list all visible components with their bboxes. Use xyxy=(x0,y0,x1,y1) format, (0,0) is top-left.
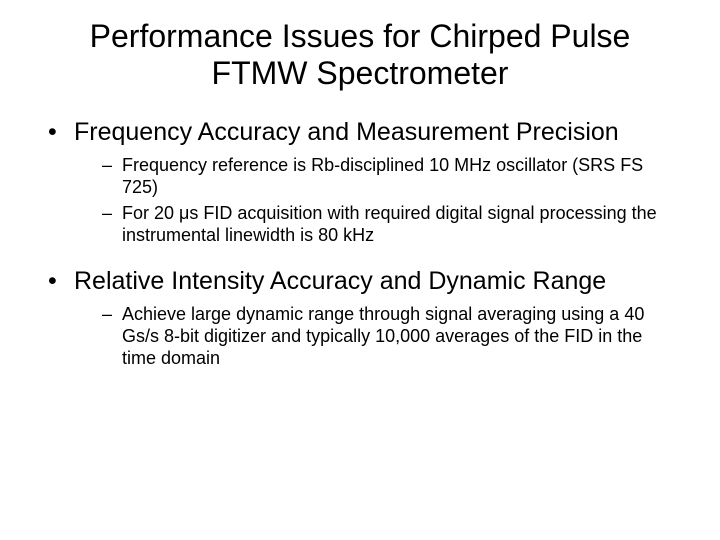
bullet-level1: Frequency Accuracy and Measurement Preci… xyxy=(48,118,680,247)
bullet-list-level2: Achieve large dynamic range through sign… xyxy=(102,304,680,370)
slide: Performance Issues for Chirped Pulse FTM… xyxy=(0,0,720,540)
bullet-list-level1: Frequency Accuracy and Measurement Preci… xyxy=(48,118,680,371)
bullet-level1: Relative Intensity Accuracy and Dynamic … xyxy=(48,267,680,370)
bullet-list-level2: Frequency reference is Rb-disciplined 10… xyxy=(102,155,680,247)
bullet-level2: Frequency reference is Rb-disciplined 10… xyxy=(102,155,680,199)
bullet-text: For 20 μs FID acquisition with required … xyxy=(122,203,657,245)
bullet-text: Frequency Accuracy and Measurement Preci… xyxy=(74,118,619,146)
bullet-text: Achieve large dynamic range through sign… xyxy=(122,304,644,368)
slide-title: Performance Issues for Chirped Pulse FTM… xyxy=(60,18,660,92)
bullet-level2: For 20 μs FID acquisition with required … xyxy=(102,203,680,247)
bullet-text: Relative Intensity Accuracy and Dynamic … xyxy=(74,267,606,295)
bullet-text: Frequency reference is Rb-disciplined 10… xyxy=(122,155,643,197)
bullet-level2: Achieve large dynamic range through sign… xyxy=(102,304,680,370)
